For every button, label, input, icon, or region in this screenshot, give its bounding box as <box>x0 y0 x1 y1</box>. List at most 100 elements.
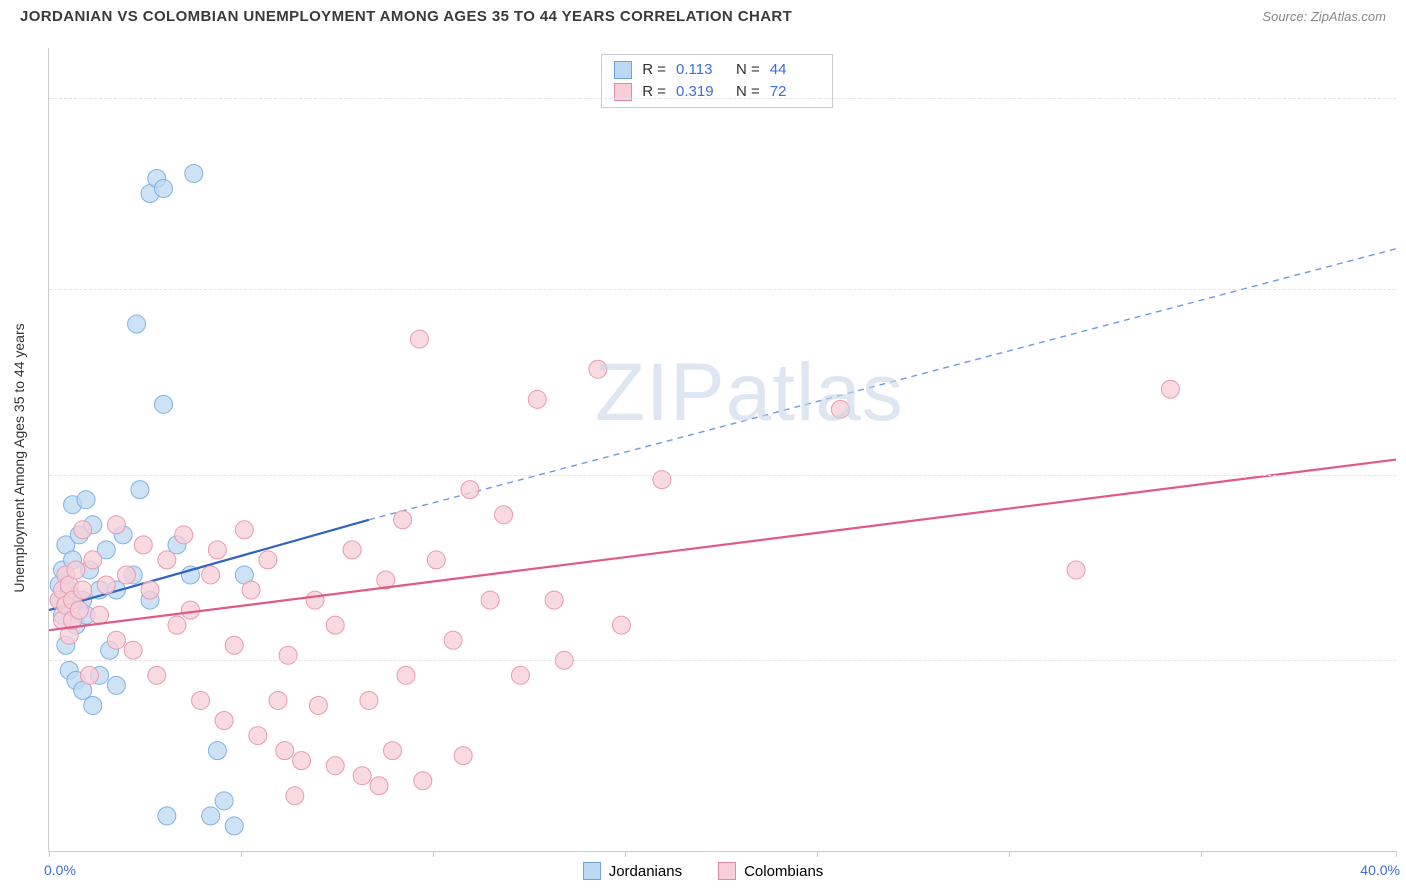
data-point <box>97 576 115 594</box>
data-point <box>353 767 371 785</box>
legend-label: Colombians <box>744 863 823 880</box>
data-point <box>370 777 388 795</box>
data-point <box>225 817 243 835</box>
n-value: 44 <box>770 59 820 81</box>
data-point <box>235 521 253 539</box>
data-point <box>158 551 176 569</box>
x-tick <box>433 851 434 857</box>
legend-swatch <box>614 61 632 79</box>
data-point <box>77 491 95 509</box>
data-point <box>589 360 607 378</box>
data-point <box>293 752 311 770</box>
data-point <box>91 606 109 624</box>
data-point <box>461 481 479 499</box>
data-point <box>124 641 142 659</box>
data-point <box>154 395 172 413</box>
chart-title: JORDANIAN VS COLOMBIAN UNEMPLOYMENT AMON… <box>20 8 792 25</box>
data-point <box>309 696 327 714</box>
data-point <box>128 315 146 333</box>
data-point <box>74 521 92 539</box>
data-point <box>202 566 220 584</box>
data-point <box>208 541 226 559</box>
y-axis-label: Unemployment Among Ages 35 to 44 years <box>11 323 27 592</box>
data-point <box>158 807 176 825</box>
legend-item: Colombians <box>718 862 823 880</box>
x-tick <box>49 851 50 857</box>
data-point <box>545 591 563 609</box>
data-point <box>74 581 92 599</box>
data-point <box>394 511 412 529</box>
gridline <box>49 98 1396 99</box>
data-point <box>67 561 85 579</box>
data-point <box>343 541 361 559</box>
gridline <box>49 289 1396 290</box>
data-point <box>154 180 172 198</box>
data-point <box>70 601 88 619</box>
data-point <box>249 727 267 745</box>
trend-line <box>49 460 1396 631</box>
data-point <box>175 526 193 544</box>
data-point <box>141 581 159 599</box>
data-point <box>168 616 186 634</box>
data-point <box>117 566 135 584</box>
data-point <box>1161 380 1179 398</box>
stats-legend: R =0.113N =44R =0.319N =72 <box>601 54 833 108</box>
r-label: R = <box>642 81 666 103</box>
data-point <box>326 757 344 775</box>
r-value: 0.113 <box>676 59 726 81</box>
x-tick <box>1201 851 1202 857</box>
data-point <box>107 631 125 649</box>
data-point <box>360 691 378 709</box>
data-point <box>612 616 630 634</box>
data-point <box>107 516 125 534</box>
data-point <box>84 551 102 569</box>
legend-row: R =0.319N =72 <box>614 81 820 103</box>
legend-item: Jordanians <box>583 862 682 880</box>
gridline <box>49 475 1396 476</box>
data-point <box>215 712 233 730</box>
data-point <box>131 481 149 499</box>
legend-row: R =0.113N =44 <box>614 59 820 81</box>
data-point <box>225 636 243 654</box>
legend-label: Jordanians <box>609 863 682 880</box>
data-point <box>495 506 513 524</box>
data-point <box>134 536 152 554</box>
data-point <box>80 666 98 684</box>
x-tick <box>625 851 626 857</box>
data-point <box>259 551 277 569</box>
data-point <box>185 164 203 182</box>
legend-swatch <box>718 862 736 880</box>
scatter-svg <box>49 48 1396 851</box>
data-point <box>181 601 199 619</box>
data-point <box>202 807 220 825</box>
source-attribution: Source: ZipAtlas.com <box>1262 9 1386 24</box>
data-point <box>454 747 472 765</box>
x-tick <box>241 851 242 857</box>
data-point <box>148 666 166 684</box>
data-point <box>511 666 529 684</box>
data-point <box>84 696 102 714</box>
data-point <box>286 787 304 805</box>
data-point <box>276 742 294 760</box>
data-point <box>269 691 287 709</box>
data-point <box>383 742 401 760</box>
data-point <box>427 551 445 569</box>
chart-container: Unemployment Among Ages 35 to 44 years Z… <box>48 48 1396 852</box>
n-label: N = <box>736 81 760 103</box>
series-legend: Jordanians Colombians <box>0 862 1406 884</box>
data-point <box>444 631 462 649</box>
data-point <box>215 792 233 810</box>
n-label: N = <box>736 59 760 81</box>
data-point <box>1067 561 1085 579</box>
data-point <box>481 591 499 609</box>
plot-area: Unemployment Among Ages 35 to 44 years Z… <box>48 48 1396 852</box>
data-point <box>107 676 125 694</box>
data-point <box>306 591 324 609</box>
data-point <box>831 400 849 418</box>
data-point <box>397 666 415 684</box>
data-point <box>528 390 546 408</box>
data-point <box>326 616 344 634</box>
x-tick <box>1396 851 1397 857</box>
n-value: 72 <box>770 81 820 103</box>
data-point <box>653 471 671 489</box>
